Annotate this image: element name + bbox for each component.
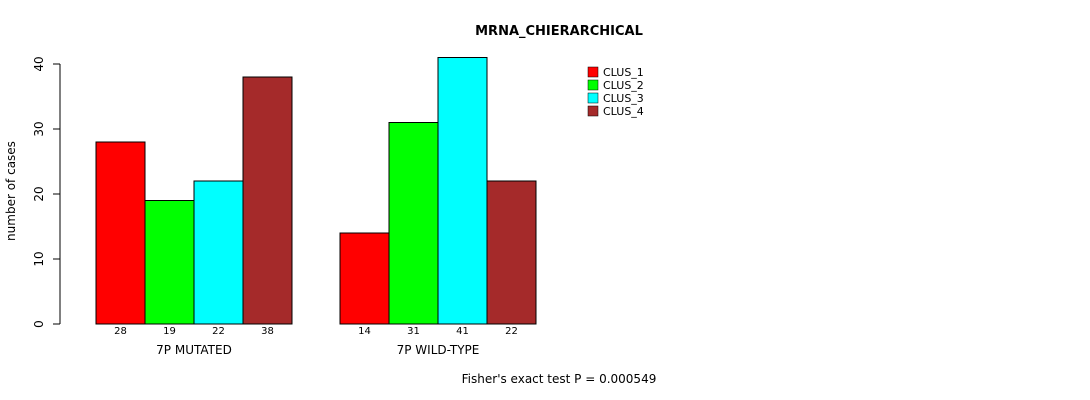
bars bbox=[95, 57, 537, 325]
bar-clus-3-1 bbox=[437, 57, 488, 325]
category-labels: 7P MUTATED 7P WILD-TYPE bbox=[156, 343, 479, 357]
legend-label: CLUS_3 bbox=[603, 92, 644, 105]
bar-clus-3-0 bbox=[193, 180, 244, 325]
bar-value-label: 19 bbox=[163, 326, 176, 337]
bar-value-label: 41 bbox=[456, 326, 469, 337]
bar-value-label: 31 bbox=[407, 326, 420, 337]
bar-value-label: 38 bbox=[261, 326, 274, 337]
bar-value-label: 14 bbox=[358, 326, 371, 337]
y-tick-label: 30 bbox=[32, 121, 46, 136]
chart-title: MRNA_CHIERARCHICAL bbox=[475, 24, 643, 39]
legend-swatch bbox=[587, 92, 599, 104]
bar-value-labels: 28 19 22 38 14 31 41 22 bbox=[114, 326, 518, 337]
y-axis: 0 10 20 30 40 bbox=[32, 56, 61, 328]
y-tick-label: 10 bbox=[32, 251, 46, 266]
bar-value-label: 22 bbox=[505, 326, 518, 337]
bar-clus-2-0 bbox=[144, 200, 195, 325]
bar-clus-1-1 bbox=[339, 232, 390, 325]
bar-clus-1-0 bbox=[95, 141, 146, 325]
y-axis-label: number of cases bbox=[4, 141, 18, 241]
legend-label: CLUS_1 bbox=[603, 66, 644, 79]
legend-swatch bbox=[587, 66, 599, 78]
bar-clus-4-0 bbox=[242, 76, 293, 325]
category-label: 7P MUTATED bbox=[156, 343, 232, 357]
y-tick-label: 0 bbox=[32, 320, 46, 328]
legend-swatch bbox=[587, 105, 599, 117]
legend-label: CLUS_2 bbox=[603, 79, 644, 92]
bar-clus-4-1 bbox=[486, 180, 537, 325]
y-tick-label: 40 bbox=[32, 56, 46, 71]
bar-value-label: 22 bbox=[212, 326, 225, 337]
y-tick-label: 20 bbox=[32, 186, 46, 201]
legend-swatch bbox=[587, 79, 599, 91]
bar-value-label: 28 bbox=[114, 326, 127, 337]
legend-label: CLUS_4 bbox=[603, 105, 644, 118]
category-label: 7P WILD-TYPE bbox=[397, 343, 480, 357]
fisher-test-footnote: Fisher's exact test P = 0.000549 bbox=[462, 372, 657, 386]
bar-clus-2-1 bbox=[388, 122, 439, 325]
